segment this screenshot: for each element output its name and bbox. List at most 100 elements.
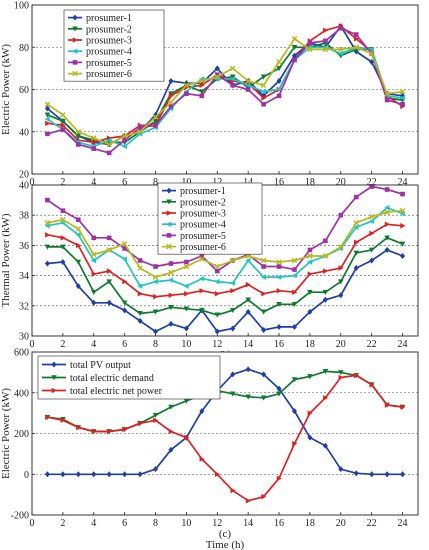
y-tick-label: 40 [19,181,29,192]
data-point [45,414,51,420]
data-point [91,257,97,264]
x-tick-label: 8 [153,339,158,350]
x-tick-label: 14 [243,339,253,350]
data-point [214,312,221,318]
y-tick-label: 60 [19,85,29,96]
data-point [322,253,329,259]
data-point [152,309,159,315]
series-line [47,236,403,316]
data-point [307,289,313,295]
x-tick-label: 24 [398,339,408,350]
data-point [214,471,221,478]
data-point [276,264,282,269]
data-point [292,440,298,447]
data-point [368,213,375,220]
x-tick-label: 18 [305,339,315,350]
data-point [60,122,66,129]
data-point [229,391,236,397]
data-point [153,123,158,128]
series-2 [44,235,406,318]
data-point [384,97,390,103]
x-tick-label: 12 [212,518,222,529]
data-point [353,194,359,200]
data-point [276,259,282,265]
data-point [384,235,390,241]
data-point [230,487,236,494]
legend-box [37,355,221,400]
x-tick-label: 2 [60,518,65,529]
data-point [122,471,128,478]
data-point [60,127,66,132]
data-point [106,268,112,274]
panel-caption: (c) [219,528,232,540]
y-tick-label: 38 [19,211,29,222]
legend-marker [166,233,172,238]
legend-marker [51,375,57,381]
data-point [45,197,50,203]
data-point [338,212,344,218]
data-point [400,92,406,99]
data-point [152,412,159,418]
data-point [230,287,236,294]
data-point [229,280,236,286]
data-point [137,311,143,317]
x-tick-label: 22 [367,339,377,350]
data-point [199,408,205,415]
x-tick-label: 14 [243,518,253,529]
x-tick-label: 2 [60,339,65,350]
data-point [261,264,266,269]
data-point [276,78,282,85]
data-point [369,471,375,478]
data-point [369,59,375,66]
data-point [260,74,267,80]
data-point [338,265,344,271]
data-point [199,287,205,294]
data-point [353,224,359,231]
y-tick-label: 32 [19,301,29,312]
data-point [183,263,190,270]
data-point [168,78,174,85]
data-point [153,264,158,269]
data-point [307,247,313,253]
data-point [400,252,406,259]
data-point [76,242,82,249]
y-tick-label: 30 [19,332,29,343]
data-point [106,137,112,143]
data-point [44,244,51,250]
data-point [338,292,344,299]
x-tick-label: 2 [60,177,65,188]
x-tick-label: 8 [153,518,158,529]
data-point [260,274,266,280]
data-point [152,118,159,124]
data-point [106,150,112,156]
data-point [399,88,406,95]
legend-label: prosumer-1 [180,186,226,197]
data-point [184,91,189,97]
data-point [76,217,81,223]
data-point [106,141,112,148]
data-point [44,112,51,118]
legend-label: prosumer-3 [86,36,132,47]
data-point [245,394,251,400]
data-point [307,308,313,315]
data-point [245,78,251,84]
data-point [399,241,406,247]
data-point [291,36,298,42]
data-point [229,74,236,80]
data-point [260,88,266,95]
data-point [323,395,329,401]
data-point [90,251,97,258]
data-point [307,374,313,380]
series-3 [45,221,406,300]
data-point [199,256,205,262]
x-tick-label: 4 [91,518,96,529]
data-point [168,277,174,283]
data-point [199,80,205,87]
data-point [323,38,328,44]
data-point [229,257,236,264]
y-tick-label: 36 [19,241,29,252]
data-point [260,395,267,401]
legend-label: total PV output [70,360,131,371]
data-point [60,112,66,118]
data-point [353,250,359,256]
